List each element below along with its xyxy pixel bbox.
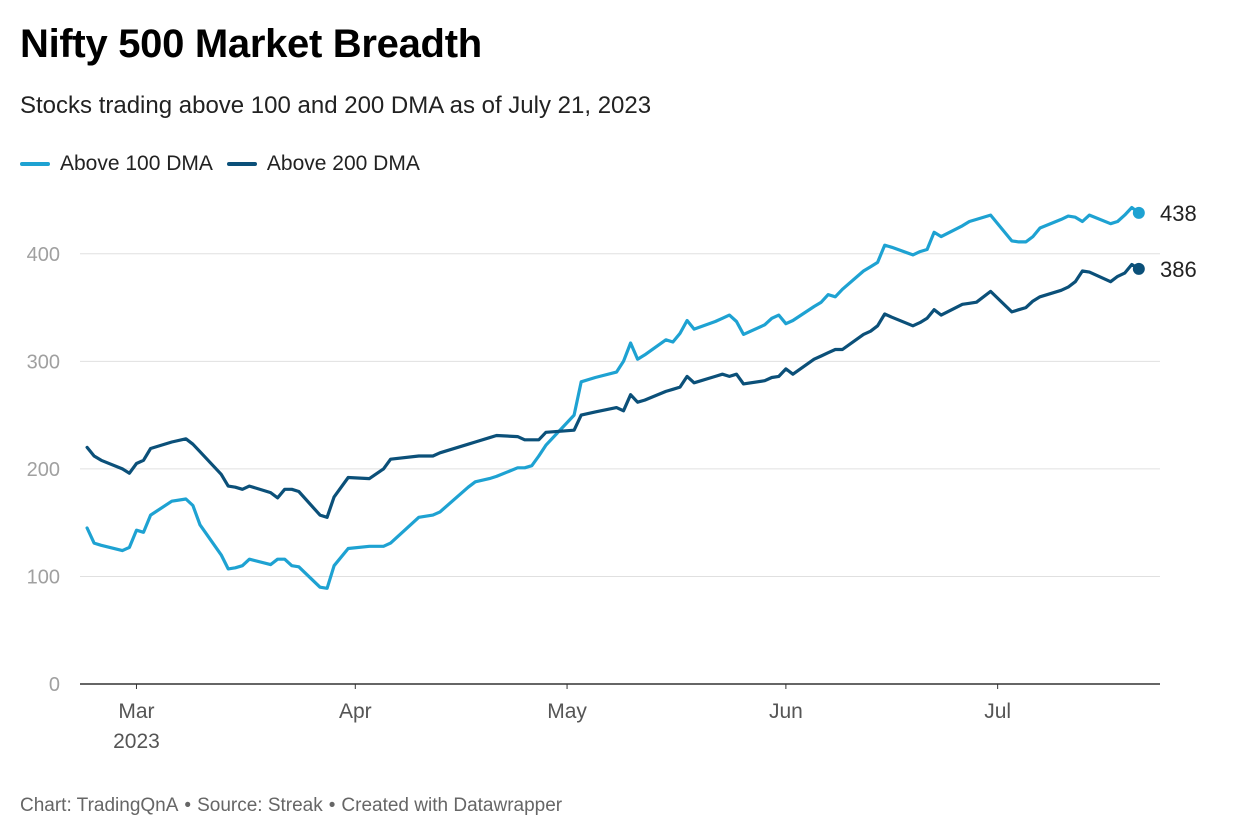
- x-tick-label: Jun: [769, 700, 803, 723]
- legend-item-above-200-dma: Above 200 DMA: [226, 152, 420, 176]
- legend-swatch-above-200-dma: [226, 162, 257, 166]
- series-end-point-above-100-dma: [1132, 206, 1145, 219]
- series-line-above-200-dma: [85, 262, 1141, 519]
- footer-credit: Chart: TradingQnA: [20, 795, 179, 816]
- series-line-above-100-dma: [85, 205, 1141, 590]
- legend-item-above-100-dma: Above 100 DMA: [20, 152, 213, 176]
- legend-swatch-above-100-dma: [20, 162, 50, 166]
- y-tick-label: 400: [27, 244, 60, 266]
- legend-label-above-200-dma: Above 200 DMA: [266, 152, 420, 175]
- footer-source: Source: Streak: [197, 795, 323, 816]
- series-end-label-above-200-dma: 386: [1160, 257, 1197, 282]
- x-tick-label: May: [547, 700, 587, 723]
- chart-title: Nifty 500 Market Breadth: [20, 22, 482, 66]
- x-tick-label: Apr: [339, 700, 372, 723]
- footer-separator: •: [184, 795, 192, 816]
- x-tick-label: Jul: [984, 700, 1011, 723]
- x-tick-label: Mar: [118, 700, 154, 723]
- y-tick-label: 0: [49, 674, 60, 696]
- y-tick-label: 100: [27, 566, 60, 588]
- chart-footer: Chart: TradingQnA • Source: Streak • Created…: [20, 795, 562, 817]
- chart-subtitle: Stocks trading above 100 and 200 DMA as …: [20, 92, 652, 119]
- series-end-label-above-100-dma: 438: [1160, 201, 1197, 226]
- chart-legend: Above 100 DMA Above 200 DMA: [20, 152, 434, 176]
- series-end-point-above-200-dma: [1132, 262, 1145, 275]
- footer-created-with: Created with Datawrapper: [341, 795, 563, 816]
- x-tick-sublabel: 2023: [113, 730, 160, 753]
- y-tick-label: 300: [27, 351, 60, 373]
- footer-separator: •: [328, 795, 336, 816]
- legend-label-above-100-dma: Above 100 DMA: [60, 152, 213, 175]
- y-tick-label: 200: [27, 459, 60, 481]
